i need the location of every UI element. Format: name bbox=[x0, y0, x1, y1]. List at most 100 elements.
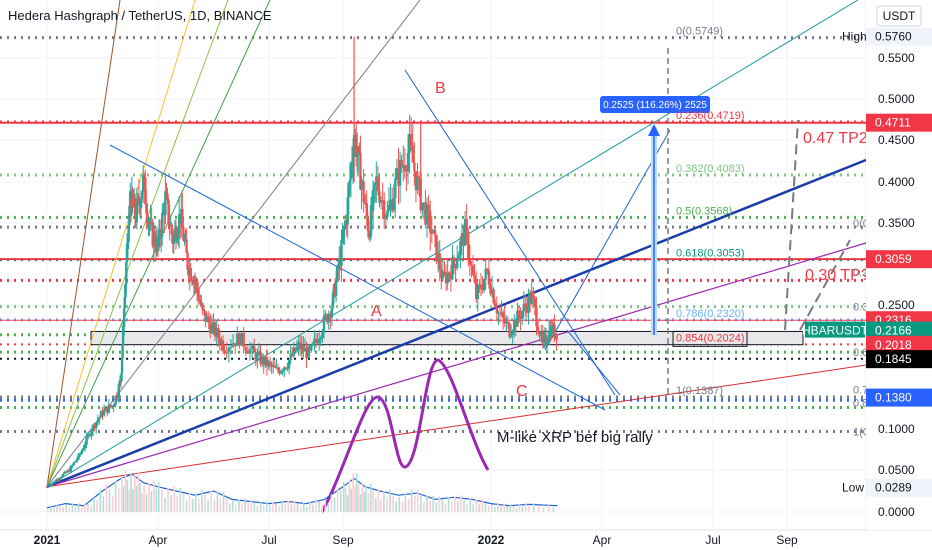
candle-body bbox=[292, 347, 296, 356]
candle-body bbox=[519, 315, 522, 319]
price-tick-label: 0.0500 bbox=[878, 463, 915, 477]
candle-body bbox=[246, 350, 250, 354]
candle-body bbox=[487, 270, 491, 285]
volume-bar bbox=[410, 490, 413, 512]
candle-body bbox=[429, 211, 432, 233]
volume-bar bbox=[47, 509, 49, 512]
candle-body bbox=[135, 199, 139, 222]
candle-body bbox=[298, 342, 302, 350]
candle-body bbox=[403, 165, 407, 171]
volume-bar bbox=[96, 499, 98, 512]
volume-bar bbox=[346, 495, 349, 512]
fib-edge-label: 0.7 bbox=[853, 384, 868, 396]
currency-label: USDT bbox=[883, 9, 916, 23]
fib-level-label: 0.236(0.4719) bbox=[676, 110, 745, 122]
volume-bar bbox=[444, 503, 447, 512]
candle-body bbox=[486, 268, 489, 271]
volume-bar bbox=[232, 500, 234, 512]
volume-bar bbox=[542, 507, 545, 512]
candle-body bbox=[545, 343, 549, 345]
candle-body bbox=[390, 199, 394, 211]
candle-body bbox=[215, 328, 218, 337]
candle-body bbox=[297, 342, 300, 347]
extreme-caption: Low bbox=[842, 481, 864, 495]
price-axis[interactable]: 0.5500 0.5000 0.4500 0.4000 0.3500 0.2500 0.10… bbox=[802, 0, 932, 530]
volume-bar bbox=[518, 504, 521, 512]
extreme-price-label: 0.5760 bbox=[875, 30, 912, 44]
candle-body bbox=[227, 347, 231, 353]
candle-body bbox=[411, 145, 414, 163]
volume-bar bbox=[302, 502, 305, 512]
candle-body bbox=[489, 284, 492, 294]
candle-body bbox=[509, 334, 513, 337]
candle-body bbox=[72, 462, 76, 465]
candle-body bbox=[175, 238, 179, 242]
volume-bar bbox=[512, 506, 515, 512]
volume-bar bbox=[56, 504, 58, 512]
candle-body bbox=[204, 311, 207, 322]
fan-line bbox=[46, 0, 121, 487]
price-level-badge bbox=[866, 335, 932, 354]
currency-button[interactable]: USDT bbox=[876, 5, 922, 27]
volume-bar bbox=[68, 507, 71, 512]
price-level-label: 0.2018 bbox=[875, 338, 912, 352]
candle-body bbox=[254, 352, 257, 361]
volume-bar bbox=[93, 497, 95, 512]
volume-bar bbox=[469, 498, 472, 512]
candle-body bbox=[555, 333, 558, 340]
volume-bar bbox=[547, 504, 550, 512]
candle-body bbox=[210, 324, 214, 334]
measure-box bbox=[600, 96, 710, 113]
candle-body bbox=[45, 486, 49, 488]
candle-body bbox=[441, 271, 445, 279]
volume-bar bbox=[324, 500, 327, 512]
volume-bar bbox=[344, 488, 347, 512]
volume-bar bbox=[528, 506, 530, 512]
volume-bar bbox=[350, 488, 352, 512]
volume-bar bbox=[383, 490, 385, 512]
candle-body bbox=[430, 232, 433, 234]
candle-body bbox=[376, 176, 380, 192]
candle-body bbox=[413, 162, 416, 172]
candle-body bbox=[538, 332, 541, 337]
volume-bar bbox=[207, 500, 209, 512]
candle-body bbox=[433, 229, 437, 235]
candle-body bbox=[468, 258, 472, 265]
candle-body bbox=[231, 343, 235, 347]
price-tick-label: 0.1000 bbox=[878, 422, 915, 436]
volume-bar bbox=[330, 494, 333, 512]
candle-body bbox=[145, 203, 148, 214]
candle-body bbox=[94, 422, 98, 429]
volume-bar bbox=[121, 476, 123, 512]
candle-body bbox=[414, 171, 418, 191]
channel-line bbox=[109, 144, 606, 411]
time-axis[interactable]: 2021 Apr Jul Sep 2022 Apr Jul Sep bbox=[0, 531, 932, 550]
candle-body bbox=[165, 191, 168, 195]
volume-bar bbox=[478, 503, 481, 512]
fib-label-box bbox=[672, 330, 748, 347]
candle-body bbox=[542, 337, 546, 343]
candle-body bbox=[260, 356, 264, 364]
volume-bar bbox=[509, 504, 512, 512]
candle-body bbox=[159, 236, 163, 238]
candle-body bbox=[276, 367, 280, 371]
candle-body bbox=[463, 219, 467, 246]
volume-bar bbox=[158, 481, 160, 512]
candle-body bbox=[207, 316, 210, 323]
candle-body bbox=[392, 198, 395, 211]
wave-label-a: A bbox=[371, 303, 382, 320]
volume-bar bbox=[262, 505, 265, 512]
candle-body bbox=[371, 189, 375, 211]
symbol-caption: HBARUSDT bbox=[802, 324, 869, 338]
price-tick-label: 0.5500 bbox=[878, 51, 915, 65]
fib-edge-label: 0.3 bbox=[853, 302, 868, 314]
candle-body bbox=[516, 310, 519, 327]
measure-arrowhead bbox=[648, 124, 660, 136]
candle-body bbox=[130, 189, 134, 214]
candle-body bbox=[189, 267, 192, 280]
candle-body bbox=[220, 340, 223, 345]
volume-bar bbox=[491, 504, 493, 512]
volume-bar bbox=[111, 495, 114, 512]
fib-edge-label: 0.8 bbox=[853, 398, 868, 410]
